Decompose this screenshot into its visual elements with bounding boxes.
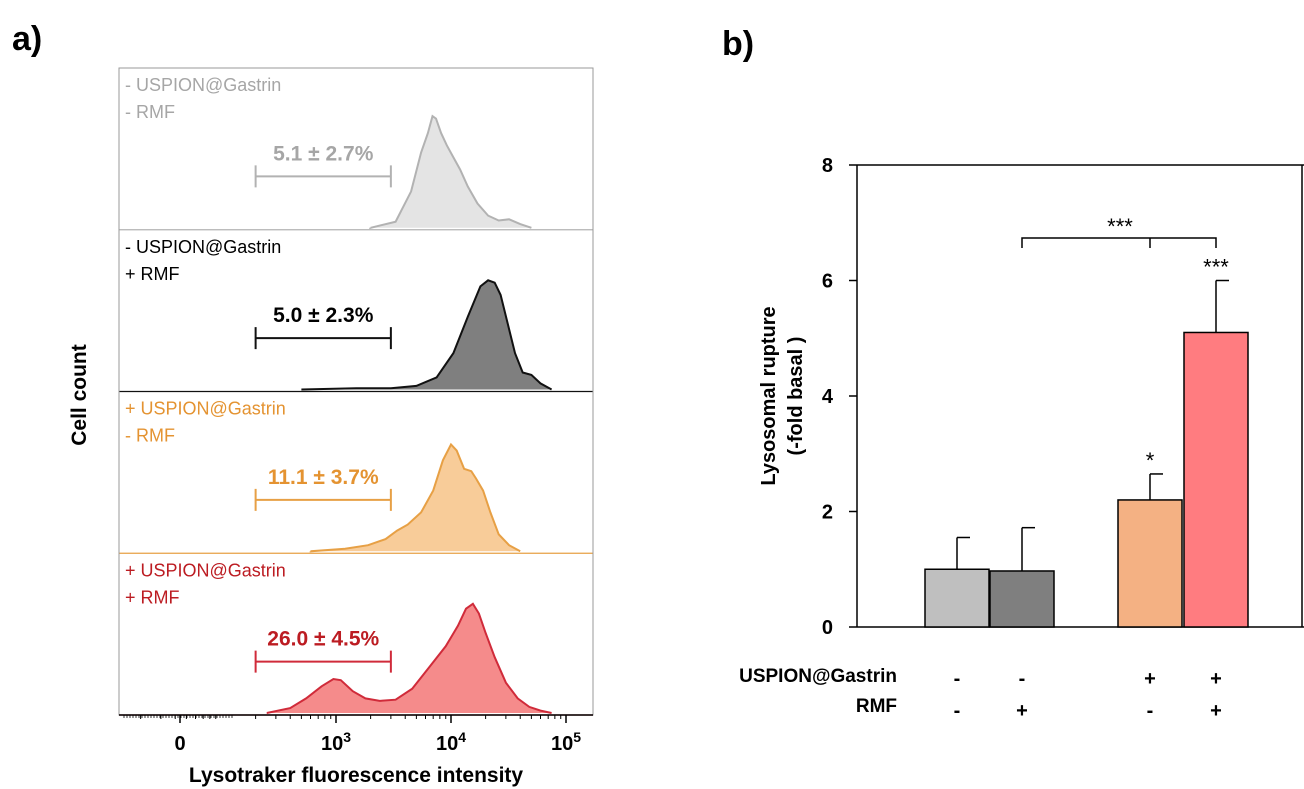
gastrin-factor-value: - bbox=[954, 668, 961, 690]
condition-label: - RMF bbox=[125, 426, 175, 446]
condition-label: + USPION@Gastrin bbox=[125, 560, 286, 580]
gate-percentage-label: 5.1 ± 2.7% bbox=[273, 142, 374, 165]
condition-label: - USPION@Gastrin bbox=[125, 237, 281, 257]
significance-label: *** bbox=[1203, 255, 1229, 280]
gate-percentage-label: 26.0 ± 4.5% bbox=[267, 628, 379, 651]
significance-label: * bbox=[1146, 448, 1155, 473]
rmf-factor-value: + bbox=[1210, 700, 1222, 722]
panel-b-label: b) bbox=[722, 25, 754, 63]
condition-label: - RMF bbox=[125, 102, 175, 122]
histogram-chart: - USPION@Gastrin - RMF 5.1 ± 2.7% - USPION@… bbox=[68, 67, 594, 787]
y-tick-label: 6 bbox=[822, 271, 833, 293]
x-tick-label: 0 bbox=[174, 733, 185, 755]
y-tick-label: 4 bbox=[822, 386, 834, 408]
bar-chart: 0 2 4 6 8 Lysosomal rupture (-fold basal ) - - - +… bbox=[739, 155, 1304, 722]
x-axis-label: Lysotraker fluorescence intensity bbox=[189, 764, 524, 787]
gate-percentage-label: 11.1 ± 3.7% bbox=[268, 466, 379, 489]
panel-a-label: a) bbox=[12, 20, 42, 58]
histogram-fill bbox=[266, 603, 552, 713]
y-tick-label: 0 bbox=[822, 617, 833, 639]
y-tick-label: 8 bbox=[822, 155, 833, 177]
rmf-factor-value: - bbox=[1147, 700, 1154, 722]
histogram-curve bbox=[266, 602, 552, 714]
gastrin-factor-value: + bbox=[1144, 668, 1156, 690]
histogram-fill bbox=[370, 116, 532, 228]
bar bbox=[989, 570, 1055, 628]
histogram-curve bbox=[369, 114, 532, 230]
histogram-curve bbox=[309, 442, 521, 553]
bar bbox=[1183, 331, 1249, 628]
y-axis-label: Lysosomal rupture bbox=[758, 306, 780, 485]
comparison-significance-label: *** bbox=[1107, 214, 1133, 239]
y-tick-label: 2 bbox=[822, 502, 833, 524]
histogram-curve bbox=[301, 279, 553, 391]
factor-label-gastrin: USPION@Gastrin bbox=[739, 666, 897, 687]
histogram-fill bbox=[310, 444, 521, 552]
rmf-factor-value: + bbox=[1016, 700, 1028, 722]
gastrin-factor-value: + bbox=[1210, 668, 1222, 690]
condition-label: + RMF bbox=[125, 587, 180, 607]
x-tick-label: 104 bbox=[436, 729, 466, 755]
gate-percentage-label: 5.0 ± 2.3% bbox=[273, 304, 374, 327]
factor-label-rmf: RMF bbox=[856, 696, 897, 717]
x-tick-label: 103 bbox=[321, 729, 351, 755]
gastrin-factor-value: - bbox=[1019, 668, 1026, 690]
condition-label: - USPION@Gastrin bbox=[125, 75, 281, 95]
condition-label: + RMF bbox=[125, 264, 180, 284]
rmf-factor-value: - bbox=[954, 700, 961, 722]
bar bbox=[1117, 499, 1183, 628]
bar bbox=[924, 568, 990, 628]
condition-label: + USPION@Gastrin bbox=[125, 399, 286, 419]
histogram-fill bbox=[301, 280, 552, 390]
comparison-bracket bbox=[1021, 237, 1217, 248]
y-axis-label: (-fold basal ) bbox=[785, 337, 807, 456]
y-axis-label: Cell count bbox=[68, 344, 91, 446]
x-tick-label: 105 bbox=[551, 729, 581, 755]
